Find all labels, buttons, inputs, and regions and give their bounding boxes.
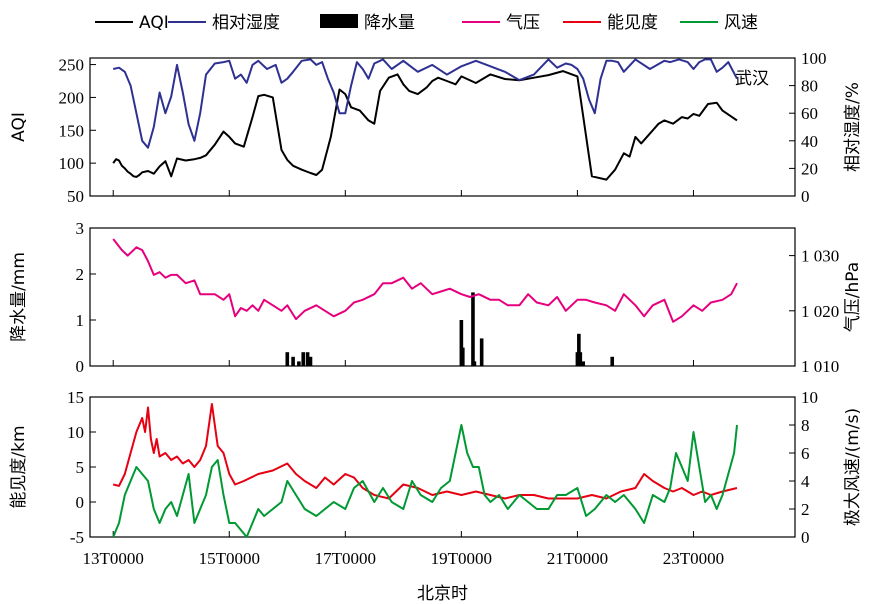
ytick-label-right-0-1: 20 <box>801 159 818 178</box>
ytick-label-left-2-0: -5 <box>70 528 84 547</box>
ytick-label-right-0-2: 40 <box>801 132 818 151</box>
xtick-label-1: 15T0000 <box>199 549 260 568</box>
xtick-label-3: 19T0000 <box>431 549 492 568</box>
ytick-label-left-1-1: 1 <box>76 311 85 330</box>
xtick-label-5: 23T0000 <box>663 549 724 568</box>
legend-label-1: 相对湿度 <box>212 13 280 33</box>
ytick-label-right-2-0: 0 <box>801 528 810 547</box>
ytick-label-left-2-1: 0 <box>76 493 85 512</box>
xtick-label-0: 13T0000 <box>83 549 144 568</box>
series-line-2-1 <box>112 424 738 538</box>
ytick-label-left-0-2: 150 <box>59 121 85 140</box>
ytick-label-right-0-4: 80 <box>801 77 818 96</box>
location-label: 武汉 <box>735 69 769 89</box>
ytick-label-left-2-3: 10 <box>67 423 84 442</box>
ytick-label-left-1-0: 0 <box>76 357 85 376</box>
xaxis-label: 北京时 <box>417 584 468 604</box>
legend-label-2: 降水量 <box>364 13 415 33</box>
bar-1-0-4 <box>305 352 310 366</box>
ylabel-left-0: AQI <box>9 112 29 142</box>
ytick-label-right-2-3: 6 <box>801 444 810 463</box>
ytick-label-right-1-2: 1 030 <box>801 247 839 266</box>
bar-1-0-13 <box>578 352 583 366</box>
bar-1-0-2 <box>297 361 301 366</box>
ytick-label-right-2-2: 4 <box>801 472 810 491</box>
xtick-label-4: 21T0000 <box>547 549 608 568</box>
bar-1-0-15 <box>610 356 615 366</box>
bar-1-0-1 <box>291 356 295 366</box>
ytick-label-right-0-5: 100 <box>801 49 827 68</box>
series-line-0-0 <box>112 70 738 181</box>
ytick-label-right-0-3: 60 <box>801 104 818 123</box>
ytick-label-left-2-4: 15 <box>67 388 84 407</box>
ytick-label-right-0-0: 0 <box>801 187 810 206</box>
panel-frame-0 <box>89 57 796 197</box>
bar-1-0-9 <box>472 361 477 366</box>
legend-label-5: 风速 <box>724 13 758 33</box>
bar-1-0-10 <box>479 338 484 366</box>
bar-1-0-5 <box>308 356 313 366</box>
bar-1-0-0 <box>285 352 290 366</box>
ytick-label-right-2-4: 8 <box>801 416 810 435</box>
ylabel-right-0: 相对湿度/% <box>843 82 863 172</box>
bar-1-0-6 <box>459 320 464 366</box>
ytick-label-right-1-1: 1 020 <box>801 302 839 321</box>
bar-1-0-8 <box>471 292 475 366</box>
bar-1-0-12 <box>577 333 581 366</box>
ytick-label-right-1-0: 1 010 <box>801 357 839 376</box>
ylabel-right-1: 气压/hPa <box>843 262 863 332</box>
bar-1-0-3 <box>301 352 306 366</box>
legend-label-0: AQI <box>139 13 169 33</box>
ytick-label-left-1-2: 2 <box>76 265 85 284</box>
bar-1-0-7 <box>461 347 465 366</box>
ylabel-left-1: 降水量/mm <box>9 252 29 342</box>
ytick-label-left-0-0: 50 <box>67 187 84 206</box>
legend-swatch-2 <box>320 14 358 28</box>
xtick-label-2: 17T0000 <box>315 549 376 568</box>
ylabel-right-2: 极大风速/(m/s) <box>843 408 863 526</box>
bar-1-0-14 <box>581 361 586 366</box>
legend-label-3: 气压 <box>506 13 540 33</box>
series-line-0-1 <box>112 58 738 149</box>
series-line-1-1 <box>112 238 738 323</box>
ytick-label-left-1-3: 3 <box>76 219 85 238</box>
ytick-label-right-2-5: 10 <box>801 388 818 407</box>
ytick-label-right-2-1: 2 <box>801 500 810 519</box>
ytick-label-left-0-3: 200 <box>59 88 85 107</box>
ytick-label-left-0-1: 100 <box>59 154 85 173</box>
ylabel-left-2: 能见度/km <box>9 425 29 508</box>
ytick-label-left-0-4: 250 <box>59 56 85 75</box>
panel-frame-1 <box>89 227 796 367</box>
legend-label-4: 能见度 <box>607 13 658 33</box>
ytick-label-left-2-2: 5 <box>76 458 85 477</box>
series-line-2-0 <box>112 403 738 500</box>
